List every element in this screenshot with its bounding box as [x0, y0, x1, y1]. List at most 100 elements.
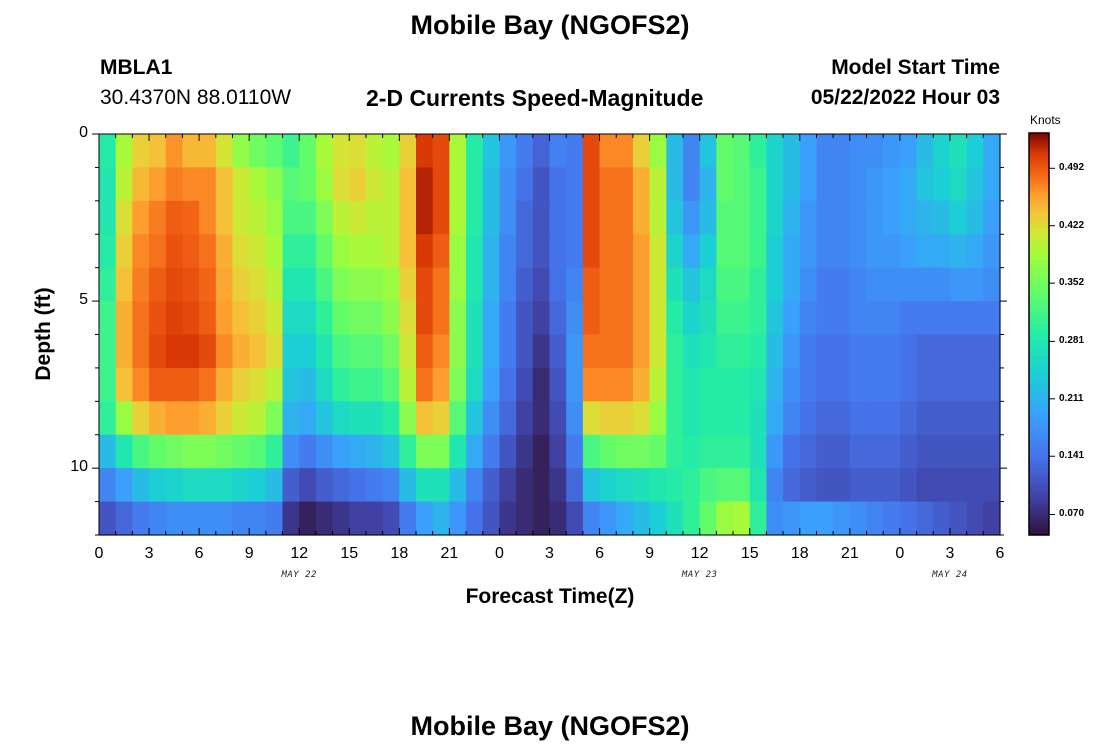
heatmap-cell — [482, 301, 501, 336]
heatmap-cell — [682, 267, 701, 302]
heatmap-cell — [916, 501, 934, 536]
heatmap-cell — [499, 301, 517, 336]
heatmap-cell — [666, 267, 684, 302]
x-tick-label: 9 — [244, 545, 254, 562]
heatmap-cell — [399, 301, 417, 336]
heatmap-cell — [265, 234, 284, 269]
heatmap-cell — [566, 134, 584, 169]
heatmap-cell — [165, 501, 184, 536]
heatmap-cell — [816, 367, 834, 402]
heatmap-cell — [632, 468, 651, 503]
heatmap-cell — [816, 200, 834, 235]
heatmap-cell — [983, 401, 1001, 436]
heatmap-cell — [733, 200, 751, 235]
heatmap-cell — [966, 134, 984, 169]
colorbar — [1028, 132, 1050, 536]
heatmap-cell — [165, 301, 184, 336]
heatmap-cell — [215, 401, 234, 436]
heatmap-cell — [616, 401, 634, 436]
heatmap-cell — [833, 134, 851, 169]
heatmap-cell — [866, 401, 884, 436]
heatmap-cell — [449, 401, 467, 436]
heatmap-cell — [382, 334, 400, 369]
heatmap-cell — [516, 334, 534, 369]
heatmap-cell — [265, 134, 284, 169]
heatmap-cell — [282, 134, 300, 169]
heatmap-cell — [833, 200, 851, 235]
heatmap-cell — [883, 301, 901, 336]
heatmap-cell — [282, 200, 300, 235]
heatmap-cell — [666, 301, 684, 336]
heatmap-cell — [866, 167, 884, 202]
heatmap-cell — [232, 301, 250, 336]
y-tick-label: 0 — [79, 124, 88, 141]
heatmap-cell — [466, 334, 484, 369]
heatmap-cell — [749, 167, 768, 202]
heatmap-cell — [416, 434, 434, 469]
heatmap-cell — [165, 468, 184, 503]
heatmap-cell — [516, 434, 534, 469]
heatmap-cell — [716, 501, 734, 536]
x-date-label: MAY 24 — [932, 570, 968, 580]
heatmap-cell — [716, 200, 734, 235]
heatmap-cell — [399, 134, 417, 169]
heatmap-cell — [766, 501, 784, 536]
heatmap-cell — [432, 267, 450, 302]
heatmap-cell — [833, 401, 851, 436]
heatmap-cell — [282, 301, 300, 336]
heatmap-cell — [449, 367, 467, 402]
heatmap-cell — [899, 367, 918, 402]
heatmap-cell — [132, 367, 150, 402]
heatmap-cell — [332, 434, 350, 469]
heatmap-cell — [549, 334, 567, 369]
heatmap-cell — [833, 234, 851, 269]
heatmap-cell — [949, 334, 968, 369]
heatmap-cell — [215, 267, 234, 302]
heatmap-cell — [382, 501, 400, 536]
heatmap-cell — [399, 501, 417, 536]
heatmap-cell — [799, 301, 818, 336]
heatmap-cell — [632, 401, 651, 436]
y-axis — [92, 133, 1007, 536]
heatmap-cell — [399, 401, 417, 436]
heatmap-cell — [132, 434, 150, 469]
heatmap-cell — [315, 200, 334, 235]
heatmap-cell — [315, 301, 334, 336]
heatmap-cell — [199, 401, 217, 436]
heatmap-cell — [783, 401, 801, 436]
heatmap-cell — [666, 434, 684, 469]
heatmap-cell — [232, 200, 250, 235]
heatmap-cell — [566, 468, 584, 503]
colorbar-ticks — [1049, 167, 1055, 515]
heatmap-cell — [899, 334, 918, 369]
heatmap-cell — [249, 468, 267, 503]
heatmap-cell — [966, 434, 984, 469]
heatmap-cell — [666, 167, 684, 202]
heatmap-cell — [115, 234, 133, 269]
heatmap-cell — [983, 434, 1001, 469]
heatmap-cell — [182, 234, 200, 269]
heatmap-cell — [632, 301, 651, 336]
heatmap-cell — [199, 234, 217, 269]
heatmap-cell — [766, 334, 784, 369]
heatmap-cell — [599, 134, 617, 169]
heatmap-cell — [332, 468, 350, 503]
heatmap-cell — [682, 501, 701, 536]
heatmap-cell — [382, 434, 400, 469]
heatmap-cell — [349, 434, 367, 469]
heatmap-cell — [649, 167, 667, 202]
heatmap-cell — [99, 434, 117, 469]
heatmap-cell — [182, 167, 200, 202]
heatmap-cell — [115, 501, 133, 536]
heatmap-cell — [416, 234, 434, 269]
heatmap-cell — [716, 367, 734, 402]
heatmap-cell — [532, 134, 551, 169]
heatmap-cell — [699, 401, 717, 436]
heatmap-cell — [566, 267, 584, 302]
heatmap-cell — [849, 334, 868, 369]
heatmap-cell — [299, 267, 317, 302]
heatmap-cell — [99, 334, 117, 369]
heatmap-cell — [482, 468, 501, 503]
heatmap-cell — [432, 200, 450, 235]
heatmap-cell — [182, 301, 200, 336]
